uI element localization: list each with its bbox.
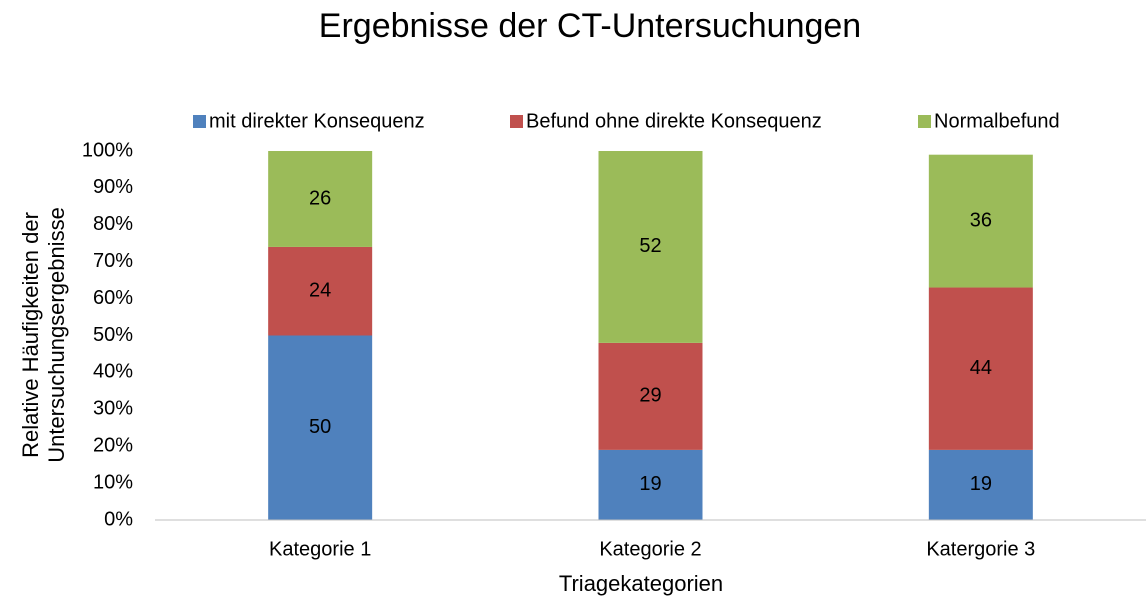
bar-segment [268, 151, 373, 247]
y-tick-label: 30% [93, 398, 133, 420]
y-tick-label: 40% [93, 361, 133, 383]
x-tick-label: Katergorie 3 [926, 538, 1035, 560]
bar-segment [928, 287, 1033, 450]
y-axis-title: Relative Häufigkeiten der Untersuchungse… [18, 207, 69, 463]
y-tick-label: 90% [93, 176, 133, 198]
bar-segment [928, 154, 1033, 288]
data-label: 50 [309, 416, 331, 438]
bar-segment [598, 151, 703, 343]
legend-swatch [193, 115, 206, 128]
y-tick-label: 70% [93, 250, 133, 272]
y-tick-label: 10% [93, 471, 133, 493]
y-tick-label: 80% [93, 213, 133, 235]
y-tick-label: 50% [93, 324, 133, 346]
x-tick-label: Kategorie 1 [269, 538, 371, 560]
y-tick-label: 60% [93, 287, 133, 309]
legend-label: Befund ohne direkte Konsequenz [526, 110, 822, 132]
bar-segment [928, 449, 1033, 520]
bar-segment [268, 246, 373, 336]
x-axis-title: Triagekategorien [559, 571, 723, 596]
y-tick-label: 20% [93, 434, 133, 456]
bar-segment [598, 449, 703, 520]
y-tick-label: 0% [104, 508, 133, 530]
y-tick-label: 100% [82, 139, 133, 161]
chart-title: Ergebnisse der CT-Untersuchungen [319, 7, 861, 45]
y-axis-title-line: Relative Häufigkeiten der [18, 212, 43, 458]
data-label: 29 [639, 385, 661, 407]
legend-label: Normalbefund [934, 110, 1060, 132]
legend-swatch [918, 115, 931, 128]
y-axis-title-line: Untersuchungsergebnisse [44, 207, 69, 463]
legend-label: mit direkter Konsequenz [209, 110, 425, 132]
data-label: 44 [970, 357, 992, 379]
data-label: 36 [970, 209, 992, 231]
data-label: 24 [309, 280, 331, 302]
legend-swatch [510, 115, 523, 128]
data-label: 19 [639, 473, 661, 495]
data-label: 52 [639, 235, 661, 257]
bar-segment [598, 342, 703, 450]
x-tick-label: Kategorie 2 [599, 538, 701, 560]
data-label: 19 [970, 473, 992, 495]
bar-segment [268, 335, 373, 520]
data-label: 26 [309, 187, 331, 209]
